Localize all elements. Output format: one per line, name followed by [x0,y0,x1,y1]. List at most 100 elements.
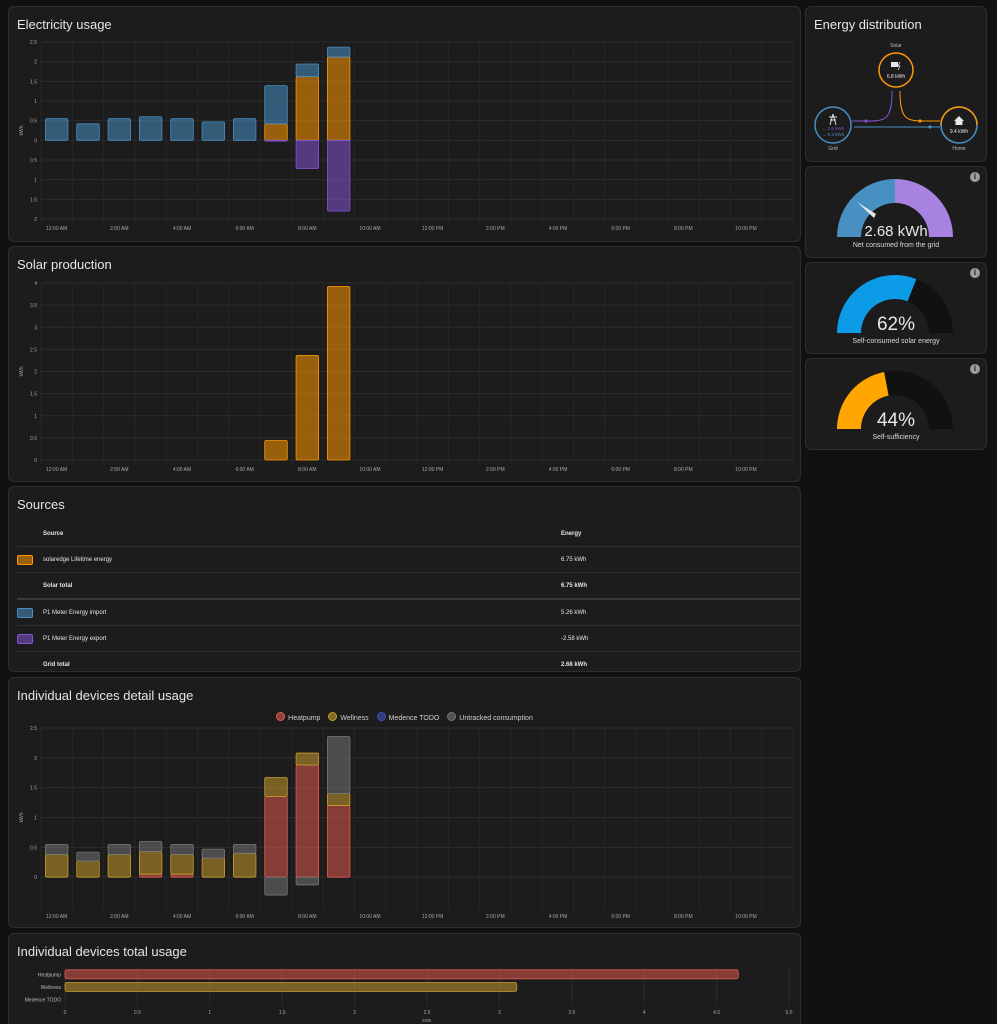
legend-item-heatpump[interactable]: Heatpump [276,712,320,722]
x-tick-label: 4:00 PM [549,467,568,473]
x-tick-label: 0 [64,1010,67,1016]
grid-net-gauge-card: i 2.68 kWh Net consumed from the grid [805,166,987,258]
table-row: P1 Meter Energy export -2.58 kWh [17,625,800,652]
y-tick-label: Medence TODO [25,998,61,1004]
chart-bar [138,851,163,875]
chart-bar [264,796,288,878]
chart-bar [295,139,320,170]
x-tick-label: 12:00 AM [46,914,67,920]
info-icon[interactable]: i [970,172,980,182]
electricity-usage-card: Electricity usage 2.5 2 1.5 1 0.5 0 0.5 1 1.5 2 12… [8,6,801,242]
x-tick-label: 4:00 AM [173,914,191,920]
x-tick-label: 10:00 AM [359,467,380,473]
x-tick-label: 8:00 AM [298,914,316,920]
legend-item-wellness[interactable]: Wellness [328,712,369,722]
solar-node[interactable] [878,52,914,88]
chart-bar [295,63,320,78]
y-tick-label: 1.5 [30,197,37,203]
source-name: Grid total [43,661,70,668]
y-tick-label: 2.5 [30,347,37,353]
info-icon[interactable]: i [970,364,980,374]
chart-bar [295,764,320,878]
home-value: 9.4 kWh [950,129,969,135]
y-tick-label: 3 [34,325,37,331]
x-tick-label: 5.0 [786,1010,793,1016]
home-label: Home [952,146,966,152]
y-axis-label: kWh [19,366,25,376]
card-title: Sources [17,497,65,512]
grid-import-swatch [17,607,33,618]
x-tick-label: 3.5 [568,1010,575,1016]
y-tick-label: Wellness [41,985,62,991]
chart-bar [201,857,226,878]
x-tick-label: 2:00 PM [486,226,505,232]
x-tick-label: 10:00 PM [735,914,756,920]
chart-bar [326,139,351,212]
card-title: Individual devices detail usage [17,688,194,703]
x-tick-label: 6:00 PM [611,467,630,473]
chart-bar [326,56,351,141]
devices-detail-card: Individual devices detail usage Heatpump… [8,677,801,928]
electricity-usage-chart[interactable]: 2.5 2 1.5 1 0.5 0 0.5 1 1.5 2 12:00 AM 2:00 AM 4:00 … [9,7,801,242]
solar-production-chart[interactable]: 4 3.5 3 2.5 2 1.5 1 0.5 0 12:00 AM 2:00 AM 4:00 AM 6… [9,247,801,482]
y-tick-label: 2 [34,60,37,66]
grid-consumption-value: → 5.3 kWh [822,132,845,137]
source-name: P1 Meter Energy import [43,599,561,626]
x-tick-label: 6:00 AM [235,467,253,473]
table-row-total: Grid total 2.68 kWh [17,652,800,672]
chart-bar [107,118,132,141]
table-row: P1 Meter Energy import 5.26 kWh [17,599,800,626]
self-consumed-gauge [837,275,953,333]
energy-distribution-card: Energy distribution Solar 6.8 kWh ← 2.6 … [805,6,987,162]
x-tick-label: 2:00 AM [110,914,128,920]
chart-bar [326,286,351,461]
x-tick-label: 12:00 PM [422,226,443,232]
y-tick-label: 0 [34,138,37,144]
devices-detail-chart[interactable]: 2.5 2 1.5 1 0.5 0 12:00 AM 2:00 AM 4:00 AM 6:00 A… [9,678,801,928]
legend-item-medence[interactable]: Medence TODO [376,712,439,722]
y-tick-label: 0 [34,458,37,464]
x-tick-label: 8:00 PM [674,226,693,232]
grid-net-gauge [837,179,953,237]
chart-bar [326,793,351,806]
x-tick-label: 2:00 AM [110,467,128,473]
chart-bar [76,860,100,878]
x-tick-label: 0.5 [134,1010,141,1016]
y-tick-label: 0.5 [30,436,37,442]
x-tick-label: 10:00 AM [359,914,380,920]
gauge-value: 44% [876,410,916,431]
home-icon [954,116,964,125]
chart-bar [64,982,518,992]
source-energy: 2.68 kWh [561,661,588,668]
x-tick-label: 2:00 AM [110,226,128,232]
card-title: Electricity usage [17,17,112,32]
info-icon[interactable]: i [970,268,980,278]
y-axis-label: kWh [19,125,25,135]
x-tick-label: 10:00 PM [735,467,756,473]
chart-bar [326,805,351,878]
legend-item-untracked[interactable]: Untracked consumption [447,712,533,722]
solar-production-card: Solar production 4 3.5 3 2.5 2 1.5 1 0.5 0 12:00 … [8,246,801,482]
self-sufficiency-gauge-card: i 44% Self-sufficiency [805,358,987,450]
x-tick-label: 8:00 PM [674,467,693,473]
chart-bar [264,876,288,896]
chart-bar [138,116,163,141]
x-tick-label: 1 [208,1010,211,1016]
y-tick-label: 2.5 [30,726,37,732]
y-tick-label: 3.5 [30,303,37,309]
sources-card: Sources Source Energy solaredge Lifetime… [8,486,801,672]
y-tick-label: 2.5 [30,40,37,46]
x-tick-label: 2.5 [424,1010,431,1016]
y-tick-label: 1 [34,414,37,420]
devices-total-chart[interactable]: 0 0.5 1 1.5 2 2.5 3 3.5 4 4.5 5.0 Heatpump Wellness M… [9,934,801,1024]
chart-bar [138,873,163,878]
x-tick-label: 2 [353,1010,356,1016]
gauge-label: Self-consumed solar energy [852,338,940,345]
x-tick-label: 2:00 PM [486,914,505,920]
source-name: P1 Meter Energy export [43,625,561,652]
x-tick-label: 8:00 PM [674,914,693,920]
y-tick-label: 0.5 [30,119,37,125]
y-tick-label: 1.5 [30,786,37,792]
grid-node[interactable] [814,106,852,144]
chart-bar [326,46,351,58]
